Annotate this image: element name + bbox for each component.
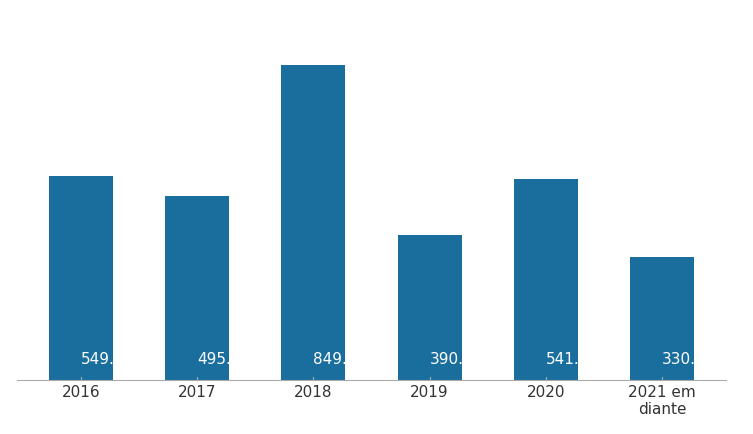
Text: 849.084: 849.084 — [313, 352, 376, 367]
Text: 541.567: 541.567 — [546, 352, 608, 367]
Bar — [398, 235, 462, 380]
Text: 495.782: 495.782 — [197, 352, 260, 367]
Bar — [49, 176, 113, 380]
Bar — [630, 257, 694, 380]
Bar — [282, 65, 346, 380]
Text: 390.992: 390.992 — [429, 352, 492, 367]
Bar — [514, 179, 578, 380]
Text: 330.841: 330.841 — [662, 352, 725, 367]
Bar — [165, 196, 229, 380]
Text: 549.768: 549.768 — [81, 352, 144, 367]
